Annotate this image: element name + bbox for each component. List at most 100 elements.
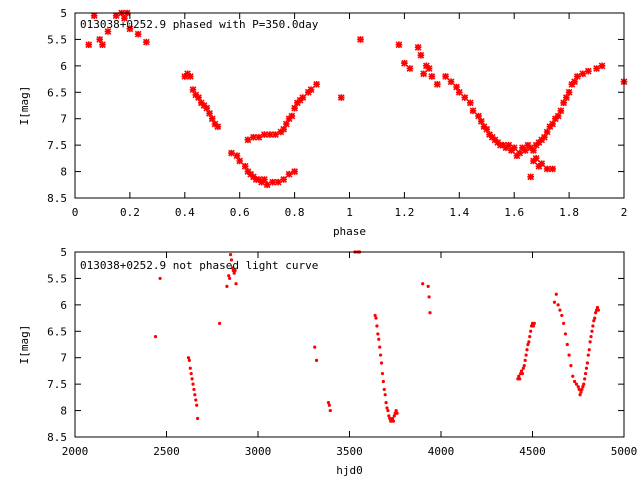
data-point xyxy=(425,65,433,72)
data-point xyxy=(442,73,449,80)
data-point xyxy=(382,387,386,392)
data-point xyxy=(525,348,529,352)
x-tick-label: 1.6 xyxy=(504,206,524,219)
data-point xyxy=(208,115,216,123)
data-point xyxy=(217,321,222,325)
data-point xyxy=(392,414,396,418)
x-tick-label: 1.2 xyxy=(394,206,414,219)
data-point xyxy=(386,408,390,413)
y-axis-label: I[mag] xyxy=(18,325,31,365)
x-tick-label: 1.4 xyxy=(449,206,469,219)
data-point xyxy=(554,112,562,120)
x-tick-label: 0.4 xyxy=(175,206,195,219)
data-point xyxy=(518,377,522,381)
data-point xyxy=(590,329,594,333)
data-point xyxy=(420,70,427,78)
data-point xyxy=(549,120,556,128)
data-point xyxy=(195,403,199,407)
data-point xyxy=(225,284,229,288)
data-point xyxy=(375,324,379,328)
data-point xyxy=(387,414,391,418)
data-point xyxy=(227,274,231,278)
data-point xyxy=(85,41,93,49)
data-point xyxy=(395,41,403,49)
data-point xyxy=(377,337,381,341)
data-point xyxy=(328,408,332,413)
data-point xyxy=(186,73,194,80)
data-point xyxy=(587,348,591,352)
data-point xyxy=(433,80,441,88)
x-tick-label: 1 xyxy=(346,206,353,219)
data-point xyxy=(187,358,191,362)
data-point xyxy=(313,345,317,349)
data-point xyxy=(528,334,532,339)
data-point xyxy=(598,62,606,70)
data-point xyxy=(394,408,398,413)
data-point xyxy=(531,324,536,328)
data-point xyxy=(593,316,597,320)
data-point xyxy=(285,170,293,178)
data-point xyxy=(577,387,581,392)
data-point xyxy=(282,120,290,128)
data-point xyxy=(401,59,408,67)
data-point xyxy=(291,104,298,112)
data-point xyxy=(558,308,562,312)
data-point xyxy=(126,25,134,33)
data-point xyxy=(193,393,197,397)
data-point xyxy=(395,411,399,415)
data-point xyxy=(560,313,564,318)
data-point xyxy=(574,382,579,386)
x-tick-label: 0.8 xyxy=(285,206,305,219)
data-point xyxy=(535,162,543,170)
data-point xyxy=(565,342,569,347)
data-point xyxy=(554,292,558,296)
data-point xyxy=(595,305,600,310)
data-point xyxy=(417,51,425,59)
data-point xyxy=(121,14,128,22)
data-point xyxy=(280,125,287,133)
data-point xyxy=(326,401,331,405)
data-point xyxy=(195,94,202,101)
data-point xyxy=(477,117,485,125)
data-point xyxy=(516,149,524,157)
data-point xyxy=(112,12,120,20)
y-tick-label: 5 xyxy=(60,246,67,259)
data-point xyxy=(543,165,551,173)
x-tick-label: 3500 xyxy=(336,445,363,458)
data-point xyxy=(280,176,287,183)
data-point xyxy=(530,157,537,165)
data-point xyxy=(255,133,263,141)
data-point xyxy=(134,30,142,38)
data-point xyxy=(384,401,388,405)
data-point xyxy=(337,94,345,101)
chart-title: 013038+0252.9 not phased light curve xyxy=(80,259,318,272)
data-point xyxy=(261,131,268,138)
data-point xyxy=(549,165,556,173)
data-point xyxy=(521,147,529,154)
data-point xyxy=(560,99,567,107)
data-point xyxy=(582,382,586,386)
data-point xyxy=(241,162,249,170)
data-point xyxy=(233,268,237,273)
x-tick-label: 1.8 xyxy=(559,206,579,219)
x-axis-label: hjd0 xyxy=(336,464,363,477)
data-point xyxy=(579,390,583,394)
data-point xyxy=(158,276,162,281)
data-point xyxy=(588,340,592,344)
y-tick-label: 5 xyxy=(60,7,67,20)
data-point xyxy=(562,94,570,101)
x-tick-label: 2500 xyxy=(153,445,180,458)
data-point xyxy=(475,112,482,120)
data-point xyxy=(192,387,196,392)
data-point xyxy=(390,416,395,421)
data-point xyxy=(581,385,585,389)
data-point xyxy=(521,366,525,370)
data-point xyxy=(563,332,568,336)
data-point xyxy=(565,88,573,96)
data-point xyxy=(373,313,377,318)
data-point xyxy=(186,356,191,360)
data-point xyxy=(203,104,211,112)
data-point xyxy=(573,73,581,80)
data-point xyxy=(579,70,587,78)
